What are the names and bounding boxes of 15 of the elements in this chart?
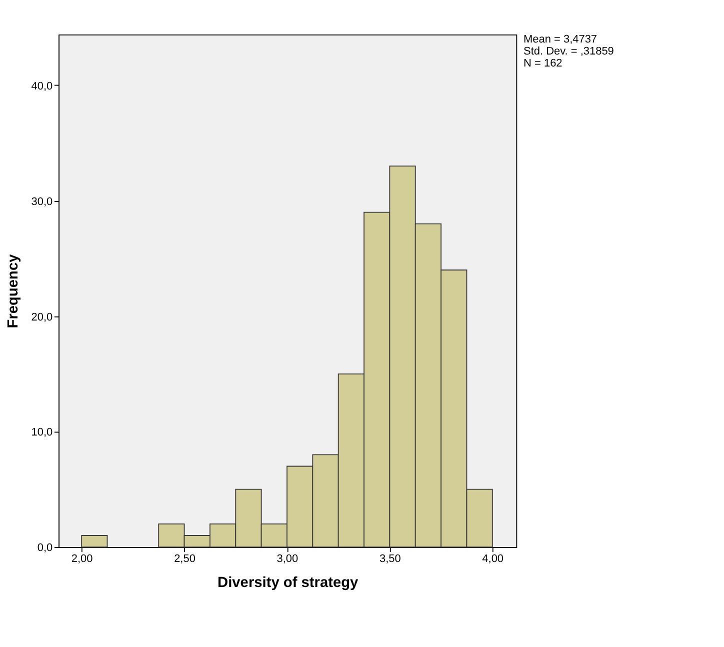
y-tick-label: 40,0 bbox=[31, 80, 53, 92]
y-tick-label: 0,0 bbox=[37, 542, 53, 554]
y-tick-label: 10,0 bbox=[31, 426, 53, 439]
text: Mean = 3,4737 bbox=[524, 34, 598, 46]
y-axis-title: Frequency bbox=[6, 253, 22, 328]
text: N = 162 bbox=[524, 58, 562, 70]
x-tick-label: 4,00 bbox=[482, 553, 504, 566]
x-tick-label: 3,50 bbox=[379, 553, 401, 566]
x-tick-label: 2,00 bbox=[71, 553, 93, 566]
text: Std. Dev. = ,31859 bbox=[524, 46, 614, 58]
y-tick-label: 20,0 bbox=[31, 311, 53, 324]
x-tick-label: 2,50 bbox=[174, 553, 196, 566]
x-axis-title: Diversity of strategy bbox=[218, 574, 360, 591]
x-tick-label: 3,00 bbox=[276, 553, 298, 566]
y-tick-label: 30,0 bbox=[31, 196, 53, 208]
